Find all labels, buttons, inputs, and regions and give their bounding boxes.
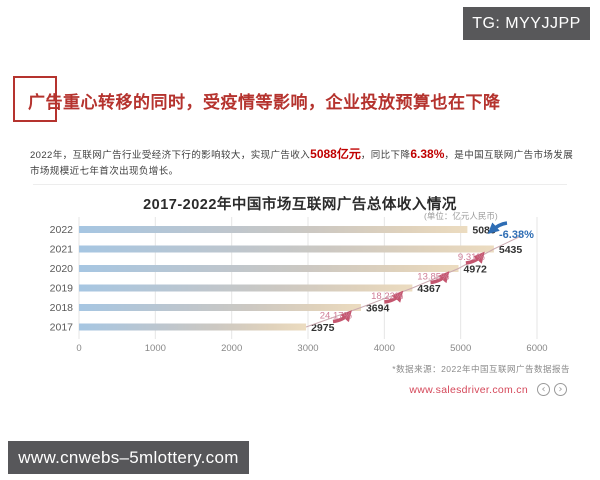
intro-text: 2022年，互联网广告行业受经济下行的影响较大，实现广告收入5088亿元，同比下…: [30, 146, 582, 180]
value-label-2019: 4367: [417, 283, 441, 295]
value-label-2021: 5435: [499, 244, 523, 256]
bar-2021: [79, 245, 494, 253]
growth-arrow-up-2021: [465, 251, 485, 265]
growth-label-2018: 24.17%: [320, 311, 353, 322]
x-tick-1000: 1000: [145, 343, 166, 354]
headline-decor-frame: [13, 76, 57, 122]
bar-2018: [79, 304, 361, 311]
x-tick-3000: 3000: [297, 343, 318, 354]
growth-arrow-up-2020: [430, 271, 450, 285]
prev-arrow-button[interactable]: ‹: [537, 383, 550, 396]
footer-site-row: www.salesdriver.com.cn ‹ ›: [409, 383, 567, 396]
x-tick-4000: 4000: [374, 343, 395, 354]
intro-segment: ，同比下降: [360, 149, 411, 161]
bar-2017: [79, 323, 307, 331]
x-tick-0: 0: [76, 343, 81, 354]
bar-2022: [79, 226, 468, 233]
value-label-2018: 3694: [366, 303, 390, 315]
x-tick-6000: 6000: [526, 343, 547, 354]
intro-segment: ，是中国互联网广告市场发展市场规模近七年首次出现负增长。: [30, 149, 574, 177]
growth-label-2021: 9.31%: [458, 252, 485, 263]
year-label-2019: 2019: [50, 283, 74, 295]
intro-segment: 2022年，互联网广告行业受经济下行的影响较大，实现广告收入: [30, 149, 311, 161]
chart-unit-label: (单位：亿元人民币): [424, 211, 498, 221]
growth-arrow-up-2018: [332, 310, 352, 324]
decline-arrow-down: [487, 221, 508, 234]
growth-label-2022: -6.38%: [499, 229, 534, 241]
value-label-2017: 2975: [311, 322, 335, 334]
x-tick-2000: 2000: [221, 343, 242, 354]
year-label-2021: 2021: [50, 244, 74, 256]
year-label-2018: 2018: [50, 302, 74, 314]
value-label-2020: 4972: [464, 264, 488, 276]
growth-arrow-up-2019: [384, 290, 404, 304]
data-source-note: *数据来源：2022年中国互联网广告数据报告: [392, 364, 570, 374]
growth-label-2019: 18.22%: [371, 291, 404, 302]
url-watermark-bar: www.cnwebs–5mlottery.com: [8, 441, 249, 474]
growth-label-2020: 13.85%: [417, 272, 450, 283]
chart-title: 2017-2022年中国市场互联网广告总体收入情况: [143, 197, 457, 213]
section-divider: [33, 184, 567, 185]
bar-2019: [79, 284, 413, 292]
site-link[interactable]: www.salesdriver.com.cn: [409, 383, 528, 396]
intro-highlight: 5088亿元: [310, 146, 361, 161]
next-arrow-button[interactable]: ›: [554, 383, 567, 396]
x-tick-5000: 5000: [450, 343, 471, 354]
bar-2020: [79, 265, 459, 272]
year-label-2022: 2022: [50, 224, 74, 236]
intro-highlight: 6.38%: [410, 146, 445, 161]
year-label-2020: 2020: [50, 263, 74, 275]
page-title: 广告重心转移的同时，受疫情等影响，企业投放预算也在下降: [28, 93, 501, 112]
tg-watermark-badge: TG: MYYJJPP: [463, 7, 590, 40]
year-label-2017: 2017: [50, 322, 74, 334]
